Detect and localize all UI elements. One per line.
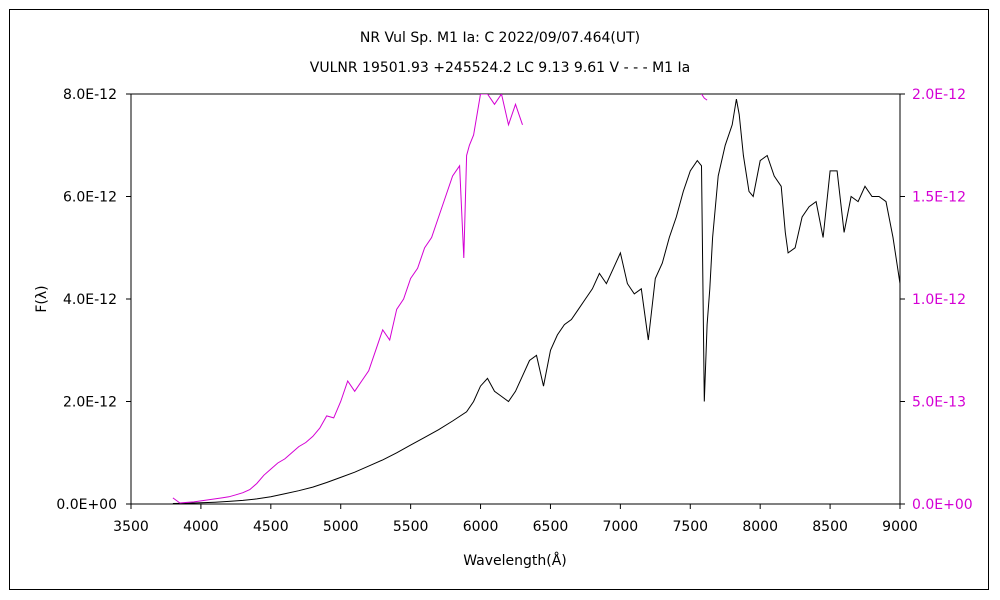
y-right-tick-label: 5.0E-13 (912, 395, 966, 411)
series-right-line-1 (172, 94, 523, 504)
x-tick-label: 7500 (672, 519, 708, 535)
x-axis-label: Wavelength(Å) (463, 552, 567, 569)
x-tick-label: 9000 (882, 519, 918, 535)
y-axis-label: F(λ) (34, 285, 50, 312)
x-tick-label: 5500 (393, 519, 429, 535)
x-tick-label: 3500 (113, 519, 149, 535)
plot-area (130, 93, 901, 505)
x-tick-label: 4500 (253, 519, 289, 535)
y-right-tick-label: 0.0E+00 (912, 497, 973, 513)
series-group (172, 94, 900, 504)
x-tick-label: 7000 (603, 519, 639, 535)
x-tick-label: 5000 (323, 519, 359, 535)
y-left-tick-label: 8.0E-12 (63, 87, 117, 103)
x-tick-label: 8000 (742, 519, 778, 535)
y-left-tick-label: 4.0E-12 (63, 292, 117, 308)
y-axis-right: 0.0E+00 5.0E-13 1.0E-12 1.5E-12 2.0E-12 (900, 87, 973, 513)
y-right-tick-label: 1.0E-12 (912, 292, 966, 308)
y-left-tick-label: 2.0E-12 (63, 395, 117, 411)
chart-title: NR Vul Sp. M1 Ia: C 2022/09/07.464(UT) (360, 30, 640, 46)
x-axis: 3500 4000 4500 5000 5500 6000 6500 7000 7500 8000… (113, 504, 918, 535)
x-tick-label: 6500 (533, 519, 569, 535)
x-tick-label: 8500 (812, 519, 848, 535)
x-tick-label: 4000 (183, 519, 219, 535)
x-tick-label: 6000 (463, 519, 499, 535)
chart-subtitle: VULNR 19501.93 +245524.2 LC 9.13 9.61 V … (310, 60, 690, 76)
series-right-line-2 (701, 94, 708, 101)
series-left-line-0 (172, 99, 900, 504)
y-left-tick-label: 6.0E-12 (63, 190, 117, 206)
y-left-tick-label: 0.0E+00 (56, 497, 117, 513)
y-right-tick-label: 1.5E-12 (912, 190, 966, 206)
y-axis-left: 0.0E+00 2.0E-12 4.0E-12 6.0E-12 8.0E-12 (56, 87, 131, 513)
y-right-tick-label: 2.0E-12 (912, 87, 966, 103)
chart-frame (9, 9, 989, 590)
